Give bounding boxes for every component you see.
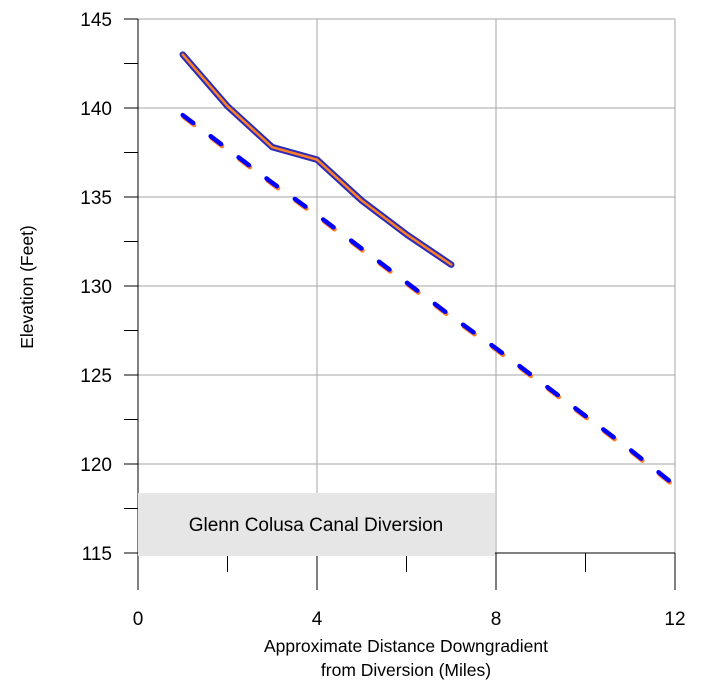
y-tick-label-130: 130 xyxy=(80,277,112,298)
x-axis-title-line-1: Approximate Distance Downgradient xyxy=(264,636,548,656)
y-tick-label-140: 140 xyxy=(80,99,112,120)
y-tick-label-135: 135 xyxy=(80,188,112,209)
series-1-dash xyxy=(180,112,678,488)
annotation-text: Glenn Colusa Canal Diversion xyxy=(189,515,444,536)
x-tick-label-8: 8 xyxy=(491,609,502,630)
series-group xyxy=(179,51,679,490)
y-tick-label-115: 115 xyxy=(82,544,112,565)
y-tick-label-120: 120 xyxy=(80,455,112,476)
x-tick-label-4: 4 xyxy=(312,609,323,630)
annotation: Glenn Colusa Canal Diversion xyxy=(138,493,495,556)
x-axis-title-line-2: from Diversion (Miles) xyxy=(321,660,491,680)
y-axis-title: Elevation (Feet) xyxy=(17,225,37,349)
y-tick-label-145: 145 xyxy=(80,10,112,31)
annotation-box xyxy=(138,493,495,556)
tick-labels: 115 120 125 130 135 140 145 0 4 8 12 xyxy=(80,10,685,630)
series-1-dash-shadow xyxy=(181,114,679,490)
x-tick-label-12: 12 xyxy=(664,609,685,630)
x-tick-label-0: 0 xyxy=(133,609,144,630)
y-tick-label-125: 125 xyxy=(80,366,112,387)
series-0-line xyxy=(181,53,453,266)
